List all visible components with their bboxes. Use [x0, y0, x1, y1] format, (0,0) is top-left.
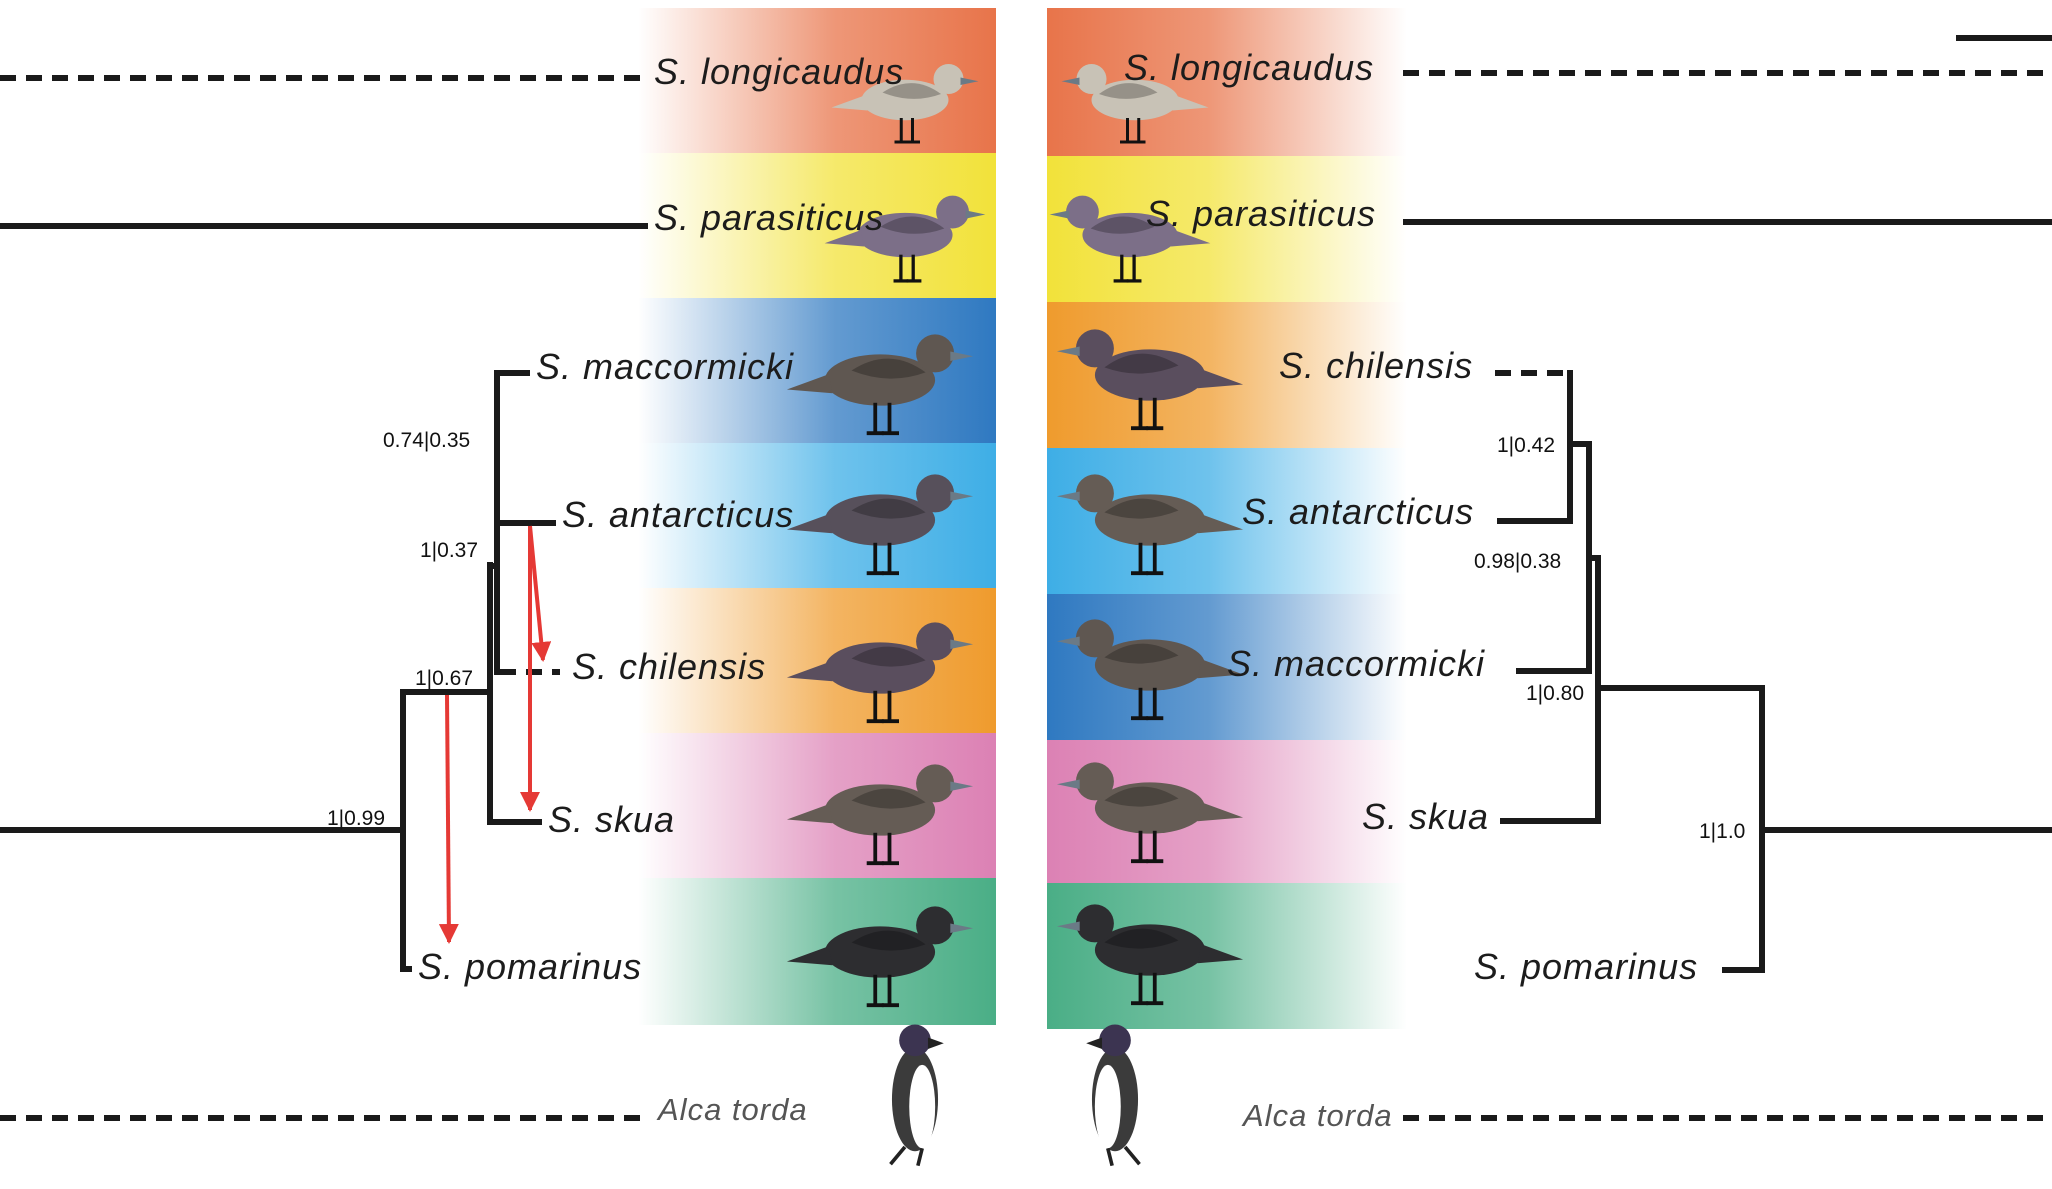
introgression-arrows — [438, 525, 552, 944]
right-label-longicaudus: S. longicaudus — [1124, 47, 1374, 88]
introgression-arrow-antarcticus-chilensis — [528, 525, 552, 662]
right-label-antarcticus: S. antarcticus — [1242, 491, 1474, 532]
band-skua — [638, 733, 996, 878]
band-chilensis — [638, 588, 996, 733]
right-label-outgroup: Alca torda — [1241, 1098, 1393, 1133]
right-support-1: 0.98|0.38 — [1474, 550, 1561, 573]
left-label-skua: S. skua — [548, 799, 675, 840]
right-support-3: 1|1.0 — [1699, 820, 1745, 843]
left-label-maccormicki: S. maccormicki — [536, 346, 794, 387]
right-support-values: 1|0.42 0.98|0.38 1|0.80 1|1.0 — [1474, 434, 1745, 843]
razorbill-bird-icon — [1084, 1022, 1142, 1168]
right-label-parasiticus: S. parasiticus — [1146, 193, 1376, 234]
panel-divider — [996, 0, 1047, 1189]
right-label-pomarinus: S. pomarinus — [1474, 946, 1698, 987]
right-label-maccormicki: S. maccormicki — [1227, 643, 1485, 684]
left-support-2: 1|0.67 — [415, 667, 473, 690]
right-support-2: 1|0.80 — [1526, 682, 1584, 705]
left-tip-labels: S. longicaudus S. parasiticus S. maccorm… — [418, 51, 904, 1127]
left-support-values: 0.74|0.35 1|0.37 1|0.67 1|0.99 — [327, 429, 478, 830]
band-antarcticus — [638, 443, 996, 588]
razorbill-bird-icon — [888, 1022, 946, 1168]
right-label-chilensis: S. chilensis — [1279, 345, 1473, 386]
introgression-arrow-node-pomarinus — [438, 694, 459, 944]
left-label-chilensis: S. chilensis — [572, 646, 766, 687]
right-tip-labels: S. longicaudus S. parasiticus S. chilens… — [1124, 47, 1698, 1133]
left-label-pomarinus: S. pomarinus — [418, 946, 642, 987]
right-label-skua: S. skua — [1362, 796, 1489, 837]
right-support-0: 1|0.42 — [1497, 434, 1555, 457]
left-label-outgroup: Alca torda — [656, 1092, 808, 1127]
left-support-3: 1|0.99 — [327, 807, 385, 830]
left-tree — [0, 75, 648, 1121]
left-label-parasiticus: S. parasiticus — [654, 197, 884, 238]
band-longicaudus-right — [1047, 8, 1407, 156]
left-support-0: 0.74|0.35 — [383, 429, 470, 452]
right-tree — [1403, 35, 2052, 1121]
left-label-longicaudus: S. longicaudus — [654, 51, 904, 92]
left-taxon-bands — [638, 8, 996, 1025]
left-support-1: 1|0.37 — [420, 539, 478, 562]
left-label-antarcticus: S. antarcticus — [562, 494, 794, 535]
